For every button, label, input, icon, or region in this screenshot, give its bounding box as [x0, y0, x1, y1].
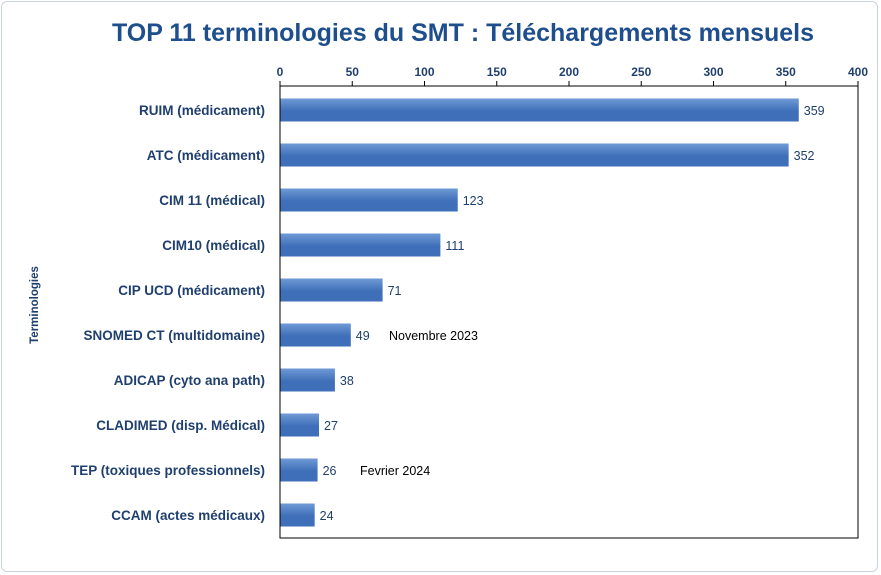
category-label: CLADIMED (disp. Médical) — [96, 418, 265, 433]
value-label: 359 — [804, 104, 825, 118]
x-tick-label: 200 — [559, 65, 579, 79]
bar — [280, 368, 335, 392]
category-label: ADICAP (cyto ana path) — [114, 373, 265, 388]
bar — [280, 233, 441, 257]
x-tick-label: 0 — [277, 65, 284, 79]
value-label: 24 — [320, 509, 334, 523]
category-labels: RUIM (médicament) ATC (médicament) CIM 11 … — [71, 103, 265, 523]
x-tick-label: 250 — [631, 65, 651, 79]
annotations: Novembre 2023 Fevrier 2024 — [360, 329, 478, 478]
bar — [280, 188, 458, 212]
value-label: 123 — [463, 194, 484, 208]
bars — [280, 98, 799, 527]
category-label: ATC (médicament) — [147, 148, 265, 163]
category-label: RUIM (médicament) — [139, 103, 265, 118]
x-tick-label: 150 — [487, 65, 507, 79]
value-label: 26 — [323, 464, 337, 478]
category-label: TEP (toxiques professionnels) — [71, 463, 265, 478]
x-axis: 0 50 100 150 200 250 300 350 400 — [277, 65, 868, 86]
category-label: CIP UCD (médicament) — [118, 283, 265, 298]
category-label: CIM10 (médical) — [162, 238, 265, 253]
bar — [280, 278, 383, 302]
x-tick-label: 100 — [414, 65, 434, 79]
x-tick-label: 350 — [776, 65, 796, 79]
x-tick-label: 400 — [848, 65, 868, 79]
value-label: 352 — [794, 149, 815, 163]
value-label: 49 — [356, 329, 370, 343]
data-labels: 359 352 123 111 71 49 38 27 26 24 — [320, 104, 825, 523]
bar — [280, 458, 318, 482]
category-label: SNOMED CT (multidomaine) — [84, 328, 266, 343]
value-label: 111 — [445, 239, 464, 253]
x-tick-label: 300 — [703, 65, 723, 79]
x-tick-label: 50 — [346, 65, 360, 79]
bar — [280, 143, 789, 167]
annotation-label: Novembre 2023 — [389, 329, 478, 343]
chart-title: TOP 11 terminologies du SMT : Télécharge… — [112, 19, 814, 47]
category-label: CCAM (actes médicaux) — [111, 508, 265, 523]
value-label: 27 — [324, 419, 338, 433]
bar — [280, 503, 315, 527]
bar — [280, 323, 351, 347]
y-axis-title: Terminologies — [29, 266, 41, 344]
bar — [280, 413, 320, 437]
category-label: CIM 11 (médical) — [159, 193, 265, 208]
value-label: 38 — [340, 374, 354, 388]
value-label: 71 — [388, 284, 402, 298]
plot-area-border — [279, 85, 859, 539]
annotation-label: Fevrier 2024 — [360, 464, 430, 478]
bar — [280, 98, 799, 122]
